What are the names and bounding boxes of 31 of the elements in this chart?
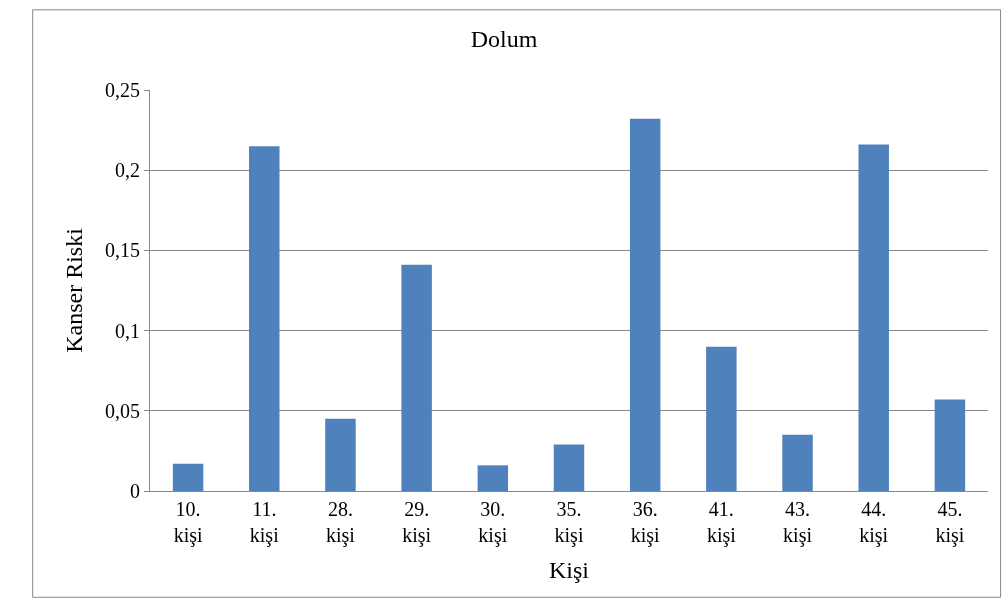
bar [782,434,813,491]
x-tick-label: 10. kişi [173,498,203,547]
x-tick-label: 11. kişi [249,498,280,547]
bar [706,346,737,491]
bar [401,264,432,491]
bar [553,444,585,491]
y-tick-label: 0,15 [105,239,140,262]
bar [934,399,966,491]
y-tick-label: 0,1 [115,319,140,342]
y-tick-label: 0 [130,480,140,502]
bar [325,418,356,491]
bar [858,144,889,491]
bar [629,118,661,491]
x-tick-label: 29. kişi [402,498,432,547]
x-tick-label: 45. kişi [935,498,965,547]
y-tick-label: 0,2 [115,159,140,182]
x-tick-label: 43. kişi [783,498,813,547]
x-tick-label: 36. kişi [630,498,661,547]
chart-title: Dolum [470,25,538,52]
x-tick-label: 35. kişi [554,498,584,547]
x-axis-title: Kişi [548,557,590,584]
y-axis-title: Kanser Riski [61,227,88,353]
bar [477,465,509,491]
x-tick-label: 28. kişi [326,498,356,547]
x-tick-label: 44. kişi [859,498,889,547]
bar [172,463,204,491]
x-tick-label: 30. kişi [478,498,508,547]
x-tick-label: 41. kişi [706,498,737,547]
y-tick-label: 0,05 [105,399,140,422]
bar [249,146,280,491]
y-tick-label: 0,25 [105,79,140,101]
